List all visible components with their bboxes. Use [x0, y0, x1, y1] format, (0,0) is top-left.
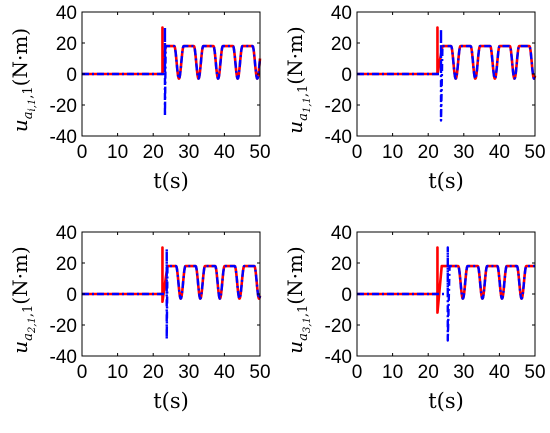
- y-tick-label: 20: [56, 34, 77, 55]
- y-tick-label: 40: [56, 3, 77, 24]
- x-tick-label: 30: [178, 362, 199, 383]
- y-tick-label: 20: [56, 254, 77, 275]
- chart-panel-3: 0 10 20 30 40 50 -40 -20 0 20 40 t(s) ua2,1,1(N·m): [8, 223, 271, 413]
- y-axis-label: ua3,1,1(N·m): [283, 246, 313, 353]
- y-tick-label: 20: [331, 254, 352, 275]
- y-tick-label: 0: [341, 65, 352, 86]
- x-tick-label: 50: [524, 362, 545, 383]
- x-tick-label: 0: [352, 362, 363, 383]
- x-tick-label: 50: [524, 142, 545, 163]
- series-line-1: [82, 26, 262, 80]
- y-tick-label: -40: [50, 347, 77, 368]
- series-line-2: [357, 27, 537, 122]
- series-line-2: [82, 247, 262, 341]
- x-axis-label: t(s): [153, 389, 189, 413]
- y-axis-label: uai,1,1(N·m): [8, 28, 38, 132]
- x-axis-label: t(s): [153, 169, 189, 193]
- x-tick-label: 20: [143, 362, 164, 383]
- y-axis-label: ua1,1,1(N·m): [283, 26, 313, 133]
- x-tick-label: 10: [107, 362, 128, 383]
- x-axis-label: t(s): [428, 169, 464, 193]
- series-line-1: [357, 246, 536, 314]
- series-line-1: [357, 26, 537, 80]
- y-tick-label: 0: [341, 285, 352, 306]
- y-tick-label: 20: [331, 34, 352, 55]
- x-axis-label: t(s): [428, 389, 464, 413]
- x-tick-label: 0: [77, 142, 88, 163]
- y-tick-label: 0: [66, 65, 77, 86]
- x-tick-label: 40: [489, 142, 510, 163]
- y-axis-label: ua2,1,1(N·m): [8, 246, 38, 353]
- x-tick-label: 50: [249, 142, 270, 163]
- y-tick-label: 40: [331, 3, 352, 24]
- y-tick-label: 40: [56, 223, 77, 244]
- y-tick-label: -20: [50, 316, 77, 337]
- x-tick-label: 0: [352, 142, 363, 163]
- x-tick-label: 30: [453, 142, 474, 163]
- x-tick-label: 20: [418, 362, 439, 383]
- x-tick-label: 40: [214, 362, 235, 383]
- x-tick-label: 30: [178, 142, 199, 163]
- y-tick-label: -20: [50, 96, 77, 117]
- y-tick-label: -40: [50, 127, 77, 148]
- x-tick-label: 30: [453, 362, 474, 383]
- x-tick-label: 10: [107, 142, 128, 163]
- x-tick-label: 40: [489, 362, 510, 383]
- x-tick-label: 20: [143, 142, 164, 163]
- chart-panel-4: 0 10 20 30 40 50 -40 -20 0 20 40 t(s) ua3,1,1(N·m): [283, 223, 546, 413]
- y-tick-label: -20: [325, 96, 352, 117]
- x-tick-label: 0: [77, 362, 88, 383]
- y-tick-label: 0: [66, 285, 77, 306]
- x-tick-label: 10: [382, 142, 403, 163]
- y-tick-label: -40: [325, 127, 352, 148]
- series-line-2: [82, 26, 262, 118]
- chart-panel-2: 0 10 20 30 40 50 -40 -20 0 20 40 t(s) ua1,1,1(N·m): [283, 3, 546, 193]
- y-tick-label: 40: [331, 223, 352, 244]
- y-tick-label: -40: [325, 347, 352, 368]
- y-tick-label: -20: [325, 316, 352, 337]
- x-tick-label: 20: [418, 142, 439, 163]
- x-tick-label: 10: [382, 362, 403, 383]
- x-tick-label: 50: [249, 362, 270, 383]
- x-tick-label: 40: [214, 142, 235, 163]
- series-line-2: [357, 246, 536, 342]
- chart-panel-1: 0 10 20 30 40 50 -40 -20 0 20 40 t(s) uai,1,1(N·m): [8, 3, 271, 193]
